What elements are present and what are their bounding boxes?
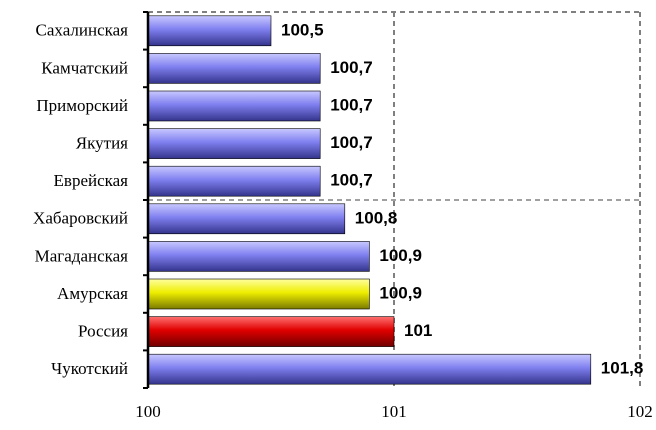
category-label-8: Амурская [57,284,128,303]
category-label-9: Россия [78,322,128,341]
bar-9 [147,316,395,347]
data-label-2: 100,7 [330,58,373,77]
x-tick-label-102: 102 [627,402,653,421]
bar-5 [147,165,321,197]
data-label-8: 100,9 [379,283,422,302]
x-tick-label-100: 100 [135,402,161,421]
category-label-4: Якутия [76,134,128,153]
category-label-10: Чукотский [51,359,128,378]
bar-1 [147,15,272,47]
category-label-1: Сахалинская [36,21,129,40]
data-label-6: 100,8 [355,208,398,227]
category-label-7: Магаданская [35,246,129,265]
bar-6 [147,203,346,235]
data-label-10: 101,8 [601,359,644,378]
data-label-9: 101 [404,321,432,340]
data-label-5: 100,7 [330,171,373,190]
data-label-1: 100,5 [281,20,324,39]
category-label-5: Еврейская [54,171,129,190]
bar-3 [147,90,321,122]
bar-8 [147,278,370,310]
bars [147,15,592,385]
data-label-4: 100,7 [330,133,373,152]
bar-7 [147,241,370,272]
axes [143,11,150,389]
gridlines [148,11,641,388]
category-label-6: Хабаровский [33,209,128,228]
category-label-2: Камчатский [41,58,128,77]
data-label-3: 100,7 [330,95,373,114]
bar-10 [147,353,592,385]
bar-2 [147,53,321,84]
data-label-7: 100,9 [379,246,422,265]
x-tick-label-101: 101 [381,402,407,421]
labels: Сахалинская Камчатский Приморский Якутия Евр… [33,20,653,421]
bar-4 [147,128,321,159]
category-label-3: Приморский [36,96,128,115]
